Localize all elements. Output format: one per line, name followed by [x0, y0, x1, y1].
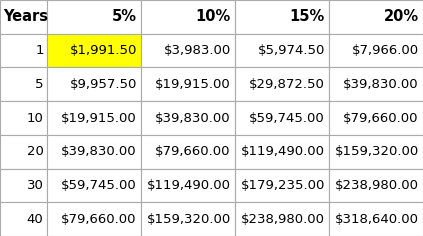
Text: $238,980.00: $238,980.00: [241, 213, 325, 226]
Text: $79,660.00: $79,660.00: [343, 111, 419, 125]
Text: $179,235.00: $179,235.00: [240, 179, 325, 192]
Text: $1,991.50: $1,991.50: [69, 44, 137, 57]
Bar: [141, 101, 235, 135]
Text: $39,830.00: $39,830.00: [61, 145, 137, 158]
Text: $318,640.00: $318,640.00: [335, 213, 419, 226]
Text: $9,957.50: $9,957.50: [69, 78, 137, 91]
Bar: [329, 34, 423, 67]
Bar: [0, 67, 47, 101]
Text: $119,490.00: $119,490.00: [241, 145, 325, 158]
Text: 20: 20: [27, 145, 44, 158]
Text: $159,320.00: $159,320.00: [335, 145, 419, 158]
Bar: [47, 169, 141, 202]
Bar: [0, 169, 47, 202]
Bar: [329, 0, 423, 34]
Text: 15%: 15%: [289, 9, 325, 24]
Text: $159,320.00: $159,320.00: [146, 213, 231, 226]
Bar: [141, 169, 235, 202]
Text: 40: 40: [27, 213, 44, 226]
Text: 20%: 20%: [384, 9, 419, 24]
Bar: [0, 34, 47, 67]
Text: Years: Years: [3, 9, 48, 24]
Bar: [141, 135, 235, 169]
Bar: [141, 34, 235, 67]
Bar: [47, 0, 141, 34]
Text: $79,660.00: $79,660.00: [155, 145, 231, 158]
Text: 5%: 5%: [112, 9, 137, 24]
Text: 1: 1: [35, 44, 44, 57]
Bar: [235, 0, 329, 34]
Bar: [329, 67, 423, 101]
Text: $79,660.00: $79,660.00: [61, 213, 137, 226]
Bar: [0, 0, 47, 34]
Bar: [47, 101, 141, 135]
Bar: [141, 67, 235, 101]
Bar: [0, 202, 47, 236]
Bar: [235, 202, 329, 236]
Bar: [141, 0, 235, 34]
Bar: [235, 67, 329, 101]
Bar: [141, 202, 235, 236]
Bar: [235, 101, 329, 135]
Bar: [47, 34, 141, 67]
Text: 10%: 10%: [195, 9, 231, 24]
Bar: [329, 202, 423, 236]
Text: 5: 5: [35, 78, 44, 91]
Text: 30: 30: [27, 179, 44, 192]
Text: $5,974.50: $5,974.50: [257, 44, 325, 57]
Bar: [329, 101, 423, 135]
Bar: [47, 67, 141, 101]
Bar: [0, 135, 47, 169]
Bar: [329, 169, 423, 202]
Bar: [0, 101, 47, 135]
Text: $29,872.50: $29,872.50: [249, 78, 325, 91]
Bar: [235, 34, 329, 67]
Text: 10: 10: [27, 111, 44, 125]
Text: $7,966.00: $7,966.00: [352, 44, 419, 57]
Bar: [47, 135, 141, 169]
Bar: [329, 135, 423, 169]
Text: $59,745.00: $59,745.00: [61, 179, 137, 192]
Bar: [235, 135, 329, 169]
Bar: [47, 202, 141, 236]
Text: $59,745.00: $59,745.00: [249, 111, 325, 125]
Text: $3,983.00: $3,983.00: [164, 44, 231, 57]
Text: $238,980.00: $238,980.00: [335, 179, 419, 192]
Text: $19,915.00: $19,915.00: [155, 78, 231, 91]
Text: $119,490.00: $119,490.00: [147, 179, 231, 192]
Text: $19,915.00: $19,915.00: [61, 111, 137, 125]
Text: $39,830.00: $39,830.00: [343, 78, 419, 91]
Bar: [235, 169, 329, 202]
Text: $39,830.00: $39,830.00: [155, 111, 231, 125]
